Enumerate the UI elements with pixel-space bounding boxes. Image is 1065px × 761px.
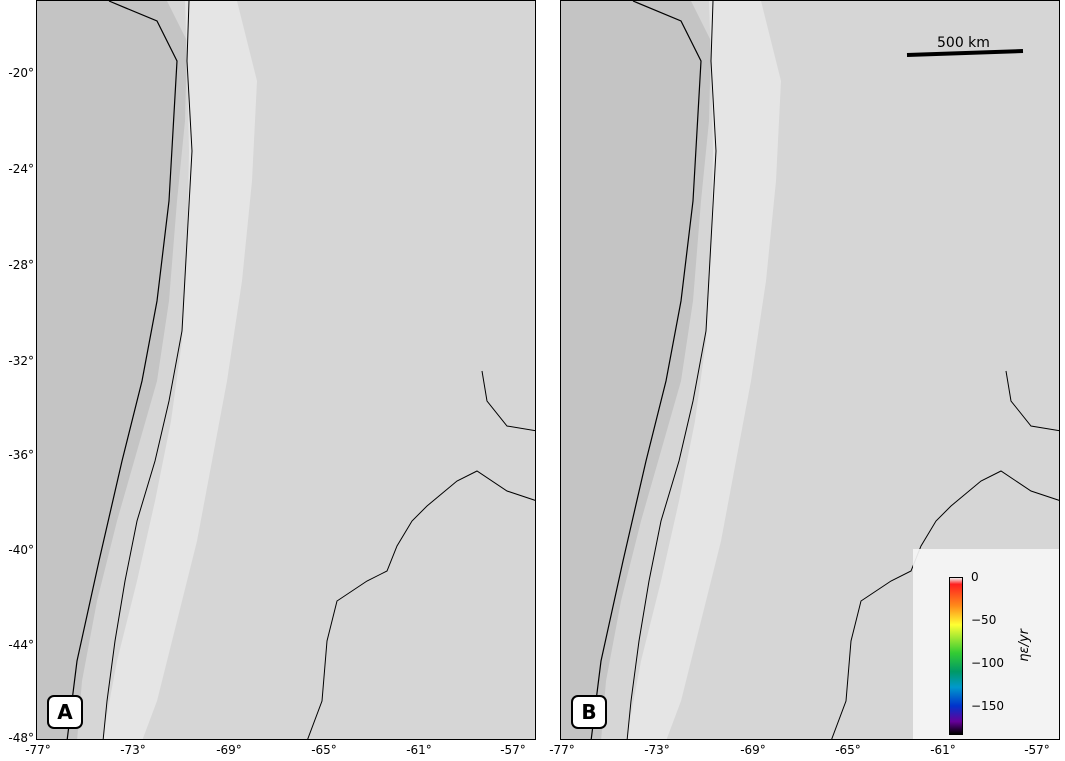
atlantic-coastline bbox=[307, 370, 535, 739]
x-tick-label: -65° bbox=[835, 743, 861, 757]
y-tick-label: -44° bbox=[8, 638, 34, 652]
x-tick-label: -57° bbox=[500, 743, 526, 757]
colorbar-tick: −150 bbox=[971, 699, 1004, 713]
map-panel-b: 500 km B 0 −50 −100 −150 ηε/yr bbox=[560, 0, 1060, 740]
x-tick-label: -65° bbox=[311, 743, 337, 757]
panel-label-a: A bbox=[47, 695, 83, 729]
pacific-coastline bbox=[626, 1, 717, 739]
andes-relief bbox=[626, 1, 781, 739]
panel-label-b: B bbox=[571, 695, 607, 729]
x-tick-label: -69° bbox=[216, 743, 242, 757]
colorbar bbox=[949, 577, 963, 735]
x-tick-label: -57° bbox=[1024, 743, 1050, 757]
y-tick-label: -36° bbox=[8, 448, 34, 462]
trench-line bbox=[590, 1, 702, 739]
pacific-ocean bbox=[37, 1, 187, 739]
colorbar-box: 0 −50 −100 −150 ηε/yr bbox=[913, 549, 1059, 739]
y-tick-label: -40° bbox=[8, 543, 34, 557]
map-svg-a bbox=[37, 1, 535, 739]
colorbar-label: ηε/yr bbox=[1017, 629, 1032, 662]
scale-bar bbox=[906, 49, 1024, 57]
andes-relief bbox=[102, 1, 257, 739]
colorbar-tick: −50 bbox=[971, 613, 997, 627]
trench-line bbox=[66, 1, 178, 739]
y-tick-label: -48° bbox=[8, 731, 34, 745]
x-tick-label: -61° bbox=[930, 743, 956, 757]
x-tick-label: -73° bbox=[644, 743, 670, 757]
y-tick-label: -32° bbox=[8, 354, 34, 368]
y-tick-label: -28° bbox=[8, 258, 34, 272]
x-tick-label: -61° bbox=[406, 743, 432, 757]
x-tick-label: -77° bbox=[25, 743, 51, 757]
x-tick-label: -69° bbox=[740, 743, 766, 757]
map-panel-a: A bbox=[36, 0, 536, 740]
atlantic-coastline bbox=[831, 370, 1059, 739]
colorbar-tick: 0 bbox=[971, 570, 979, 584]
x-tick-label: -73° bbox=[120, 743, 146, 757]
x-tick-label: -77° bbox=[549, 743, 575, 757]
scale-bar-label: 500 km bbox=[937, 35, 990, 51]
pacific-ocean bbox=[561, 1, 711, 739]
colorbar-tick: −100 bbox=[971, 656, 1004, 670]
y-tick-label: -24° bbox=[8, 162, 34, 176]
y-tick-label: -20° bbox=[8, 66, 34, 80]
pacific-coastline bbox=[102, 1, 193, 739]
